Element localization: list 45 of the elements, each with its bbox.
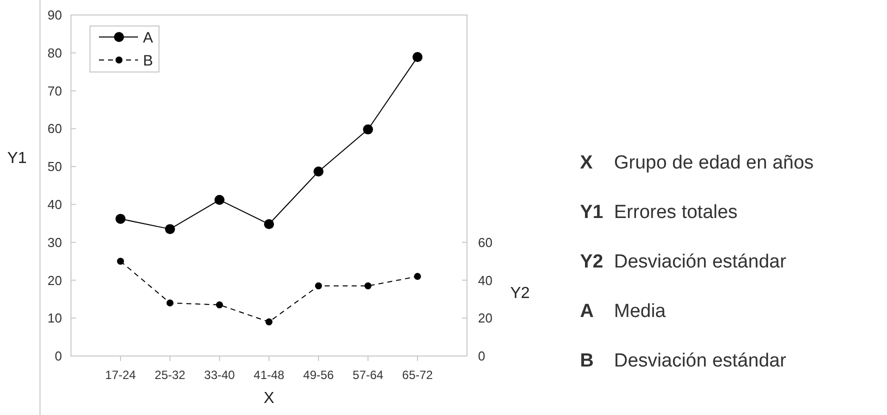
x-tick-label: 57-64	[352, 368, 384, 382]
y-tick-label: 50	[48, 159, 62, 174]
x-tick-label: 33-40	[204, 368, 236, 382]
y2-tick-label: 40	[478, 272, 492, 288]
y-tick-label: 30	[48, 234, 62, 250]
x-tick-label: 49-56	[303, 368, 334, 382]
y-tick-label: 90	[48, 8, 62, 23]
y2-tick-label: 60	[478, 234, 492, 250]
point	[314, 166, 324, 176]
y-axis-title: Y1	[7, 150, 27, 167]
legend-label: B	[143, 52, 154, 70]
y2-tick-label: 0	[478, 348, 486, 364]
point	[116, 214, 126, 224]
point	[315, 282, 322, 290]
x-tick-label: 17-24	[105, 368, 136, 382]
y-tick-label: 70	[48, 83, 62, 98]
point	[364, 282, 372, 290]
point	[214, 194, 224, 205]
point	[264, 219, 274, 230]
y-tick-label: 10	[48, 310, 62, 326]
y-tick-label: 0	[54, 348, 62, 364]
text: B Desviación estándar	[580, 350, 787, 372]
point	[117, 258, 124, 265]
text: Y1 Errores totales	[580, 202, 738, 224]
point	[166, 299, 174, 306]
x-axis-title: X	[264, 390, 275, 407]
y-tick-label: 40	[48, 196, 62, 212]
y-tick-label: 80	[48, 45, 62, 60]
text: A Media	[580, 301, 666, 322]
legend-label: A	[143, 29, 154, 46]
point	[216, 301, 223, 308]
y2-axis-title: Y2	[510, 285, 530, 302]
text: X Grupo de edad en años	[580, 152, 814, 174]
y-tick-label: 20	[48, 272, 62, 288]
text: Y2 Desviación estándar	[580, 252, 787, 273]
point	[165, 224, 175, 234]
x-tick-label: 65-72	[402, 368, 434, 382]
x-tick-label: 25-32	[154, 368, 186, 382]
point	[363, 124, 373, 134]
point	[414, 272, 421, 280]
point	[412, 52, 422, 62]
x-tick-label: 41-48	[254, 368, 285, 382]
y-tick-label: 60	[48, 121, 62, 136]
point	[266, 318, 272, 326]
y2-tick-label: 20	[478, 310, 492, 326]
